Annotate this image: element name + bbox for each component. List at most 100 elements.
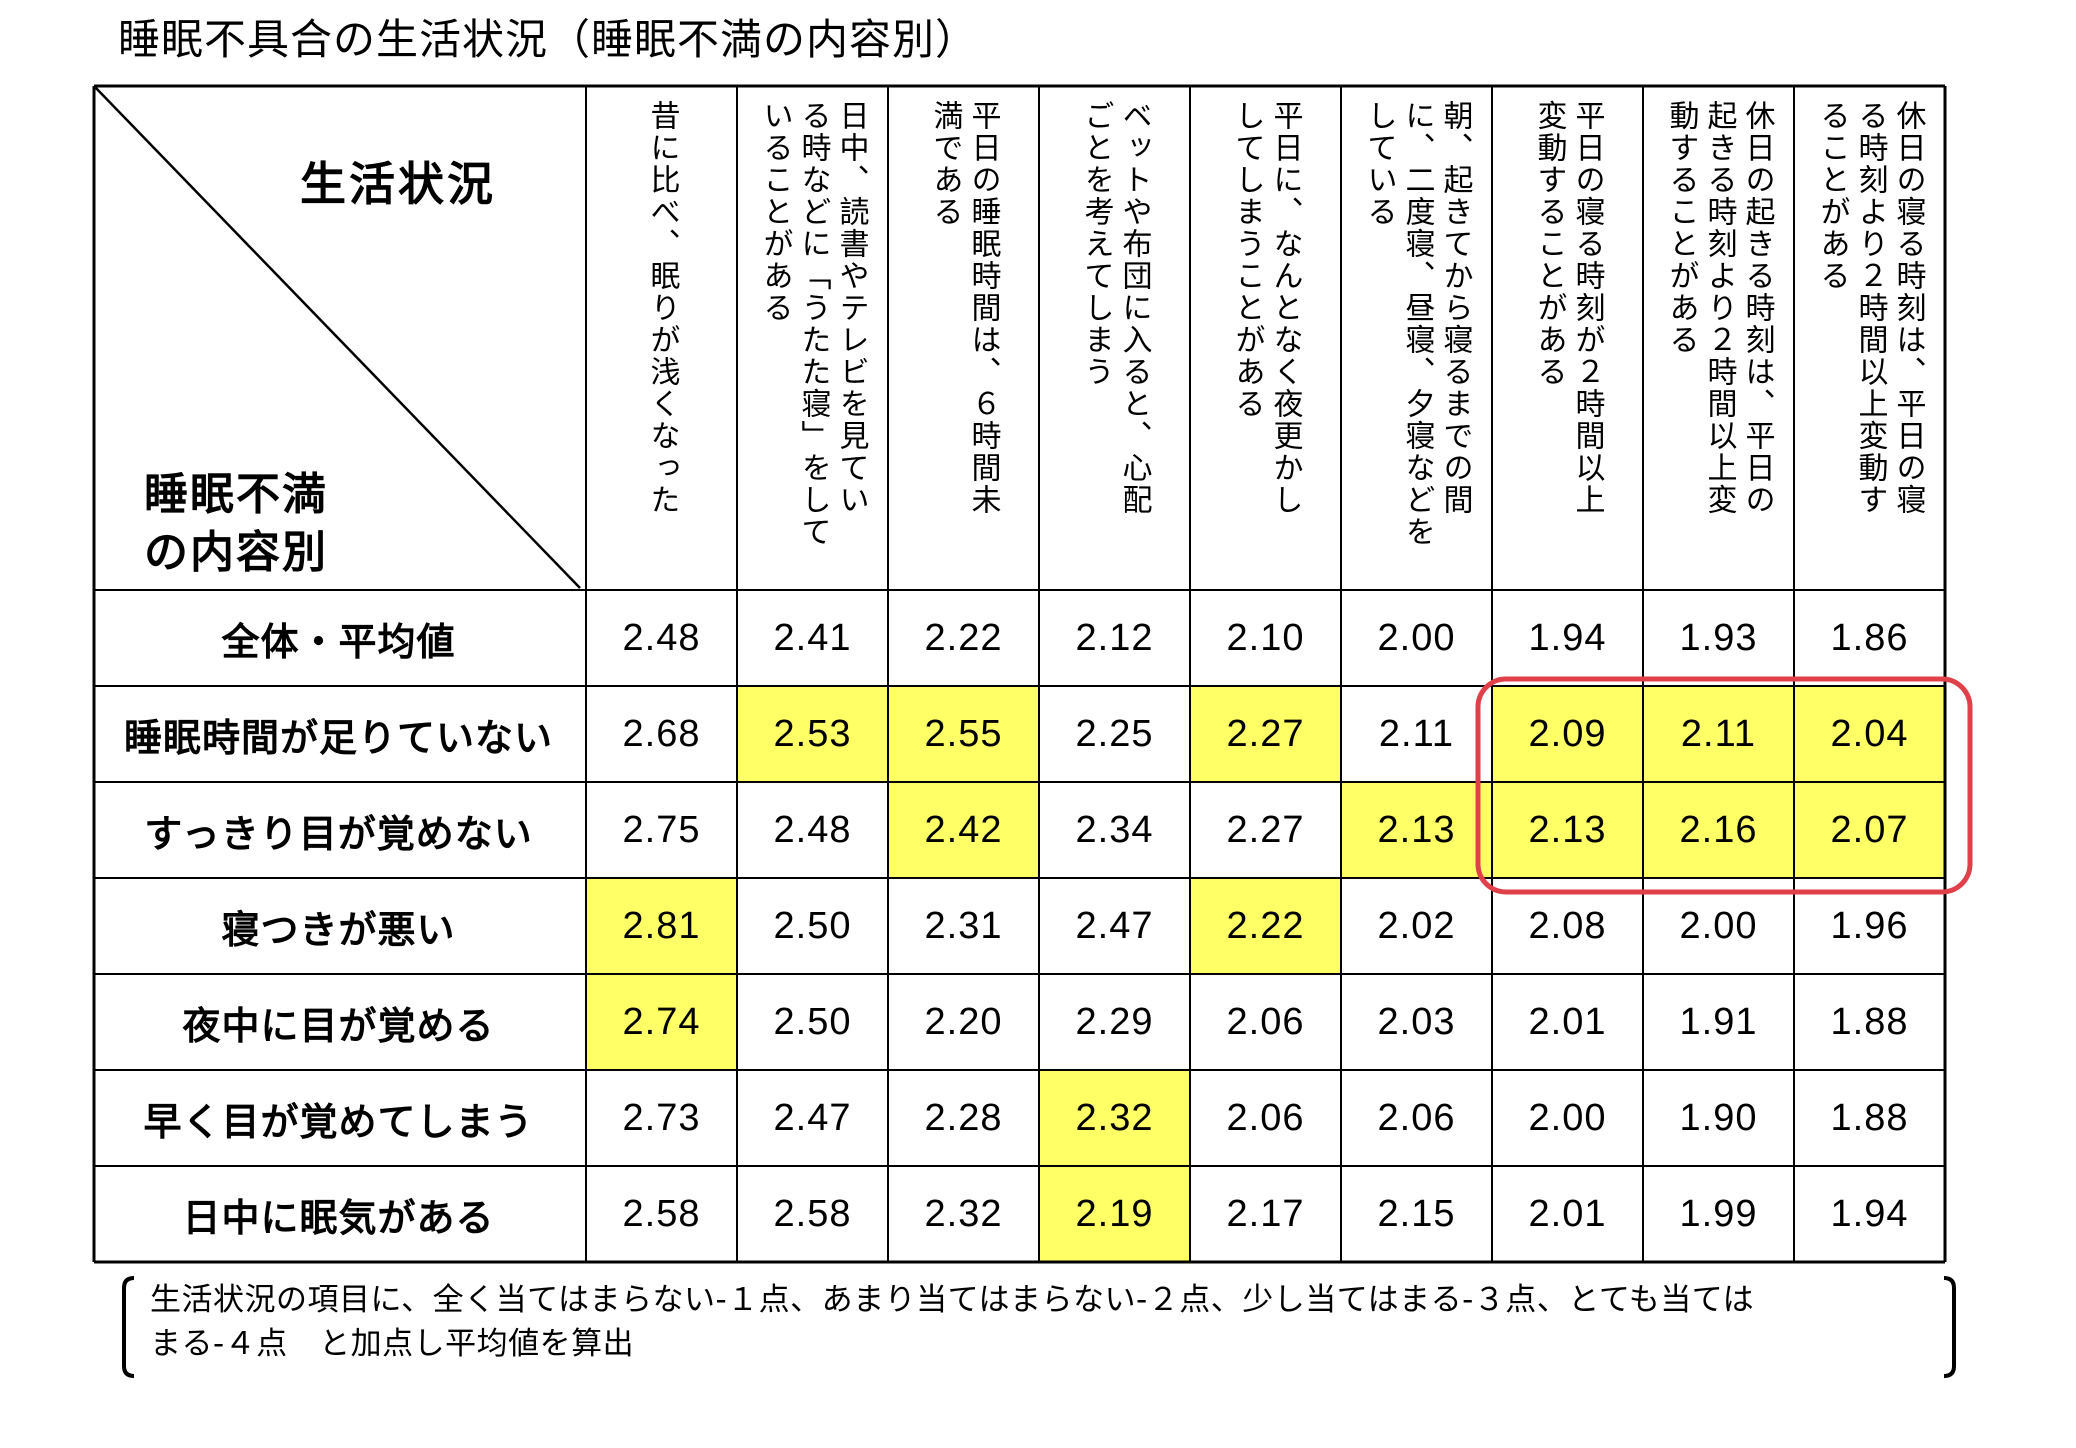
value-cell: 1.99: [1679, 1192, 1758, 1235]
column-header-line: ごとを考えてしまう: [1078, 100, 1114, 388]
value-cell: 2.04: [1830, 712, 1909, 755]
value-cell: 2.32: [1075, 1096, 1154, 1139]
value-cell: 2.19: [1075, 1192, 1154, 1235]
row-label: 日中に眠気がある: [182, 1195, 495, 1240]
value-cell: 2.17: [1226, 1192, 1305, 1235]
column-header-line: 起きる時刻より２時間以上変: [1701, 100, 1737, 516]
note-bracket-left: [118, 1276, 138, 1386]
column-header-line: ベットや布団に入ると、心配: [1116, 100, 1152, 516]
highlight-cell: [1794, 686, 1945, 782]
value-cell: 2.07: [1830, 808, 1909, 851]
value-cell: 2.08: [1528, 904, 1607, 947]
value-cell: 2.48: [773, 808, 852, 851]
value-cell: 1.91: [1679, 1000, 1758, 1043]
highlight-cell: [1794, 782, 1945, 878]
value-cell: 2.55: [924, 712, 1003, 755]
value-cell: 1.96: [1830, 904, 1909, 947]
value-cell: 2.75: [622, 808, 701, 851]
value-cell: 2.68: [622, 712, 701, 755]
column-header-line: 満である: [927, 100, 963, 228]
value-cell: 2.29: [1075, 1000, 1154, 1043]
column-header-line: 日中、読書やテレビを見てい: [833, 100, 869, 516]
footnote: 生活状況の項目に、全く当てはまらない-１点、あまり当てはまらない-２点、少し当て…: [150, 1278, 1940, 1366]
row-label: 早く目が覚めてしまう: [143, 1099, 534, 1144]
highlight-cell: [1039, 1070, 1190, 1166]
highlight-cell: [1643, 686, 1794, 782]
value-cell: 2.03: [1377, 1000, 1456, 1043]
highlight-cell: [1190, 686, 1341, 782]
column-header-line: 動することがある: [1663, 100, 1699, 356]
value-cell: 2.32: [924, 1192, 1003, 1235]
column-header-line: ることがある: [1814, 100, 1850, 292]
value-cell: 2.09: [1528, 712, 1607, 755]
value-cell: 2.74: [622, 1000, 701, 1043]
grid-lines: [92, 84, 1947, 1264]
value-cell: 2.22: [1226, 904, 1305, 947]
column-header-line: 平日の睡眠時間は、６時間未: [965, 100, 1001, 516]
value-cell: 2.01: [1528, 1192, 1607, 1235]
value-cell: 1.88: [1830, 1000, 1909, 1043]
value-cell: 2.13: [1377, 808, 1456, 851]
value-cell: 1.88: [1830, 1096, 1909, 1139]
value-cell: 2.50: [773, 904, 852, 947]
value-cell: 2.42: [924, 808, 1003, 851]
value-cell: 2.22: [924, 616, 1003, 659]
row-label: 睡眠時間が足りていない: [123, 715, 553, 760]
column-header-line: 休日の起きる時刻は、平日の: [1739, 100, 1775, 516]
value-cell: 2.10: [1226, 616, 1305, 659]
value-cell: 2.06: [1226, 1000, 1305, 1043]
value-cell: 1.94: [1830, 1192, 1909, 1235]
highlight-cell: [737, 686, 888, 782]
value-cell: 2.00: [1528, 1096, 1607, 1139]
row-label: 全体・平均値: [221, 619, 456, 664]
column-header-line: に、二度寝、昼寝、夕寝などを: [1399, 100, 1435, 548]
value-cell: 2.34: [1075, 808, 1154, 851]
highlight-cell: [586, 878, 737, 974]
value-cell: 1.94: [1528, 616, 1607, 659]
value-cell: 2.47: [1075, 904, 1154, 947]
highlight-cell: [888, 686, 1039, 782]
value-cell: 2.25: [1075, 712, 1154, 755]
column-header-line: いることがある: [757, 100, 793, 324]
value-cell: 1.90: [1679, 1096, 1758, 1139]
highlight-cell: [1039, 1166, 1190, 1262]
column-header-line: 平日の寝る時刻が２時間以上: [1569, 100, 1605, 516]
highlight-cell: [888, 782, 1039, 878]
value-cell: 2.12: [1075, 616, 1154, 659]
value-cell: 2.13: [1528, 808, 1607, 851]
corner-diagonal: [93, 85, 581, 589]
column-header-line: してしまうことがある: [1229, 100, 1265, 420]
footnote-line2: まる-４点 と加点し平均値を算出: [150, 1326, 635, 1362]
corner-row-title-line2: の内容別: [144, 527, 328, 578]
row-label: 寝つきが悪い: [221, 907, 456, 952]
value-cell: 2.15: [1377, 1192, 1456, 1235]
column-header-line: 休日の寝る時刻は、平日の寝: [1890, 100, 1926, 516]
value-cell: 2.00: [1679, 904, 1758, 947]
value-cell: 2.73: [622, 1096, 701, 1139]
value-cell: 2.27: [1226, 712, 1305, 755]
corner-row-title-line1: 睡眠不満: [144, 469, 328, 520]
highlight-cell: [1492, 686, 1643, 782]
highlight-cell: [1341, 782, 1492, 878]
value-cell: 2.31: [924, 904, 1003, 947]
value-cell: 2.50: [773, 1000, 852, 1043]
value-cell: 2.27: [1226, 808, 1305, 851]
value-cell: 2.58: [622, 1192, 701, 1235]
emphasis-frame: [1475, 676, 1973, 895]
value-cell: 2.28: [924, 1096, 1003, 1139]
highlight-layer: [586, 686, 1945, 1262]
value-cell: 2.41: [773, 616, 852, 659]
value-cell: 2.47: [773, 1096, 852, 1139]
highlight-cell: [1492, 782, 1643, 878]
note-bracket-right: [1940, 1276, 1960, 1386]
highlight-cell: [586, 974, 737, 1070]
column-header-line: している: [1361, 100, 1397, 228]
value-cell: 2.02: [1377, 904, 1456, 947]
column-header-line: 変動することがある: [1531, 100, 1567, 388]
row-label: 夜中に目が覚める: [182, 1003, 495, 1048]
value-cell: 2.20: [924, 1000, 1003, 1043]
value-cell: 2.48: [622, 616, 701, 659]
value-cell: 2.58: [773, 1192, 852, 1235]
column-header-line: 昔に比べ、眠りが浅くなった: [644, 100, 680, 516]
page-title: 睡眠不具合の生活状況（睡眠不満の内容別）: [118, 15, 979, 64]
